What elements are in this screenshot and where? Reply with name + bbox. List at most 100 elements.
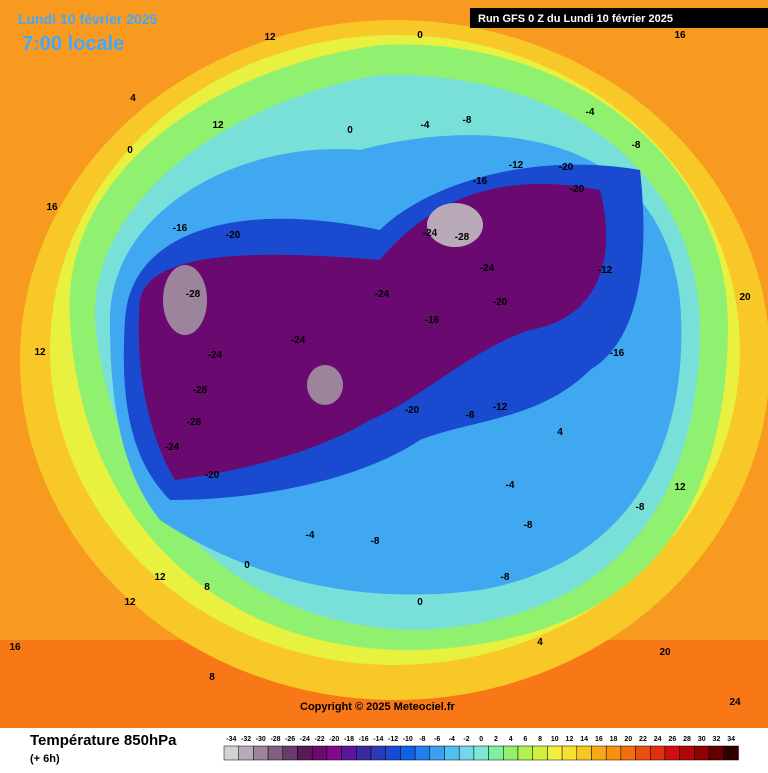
scale-label: -16: [359, 736, 369, 743]
scale-label: 24: [654, 736, 662, 743]
contour-label: 0: [244, 560, 250, 571]
contour-label: -20: [493, 297, 508, 308]
cold-core-2: [427, 203, 483, 247]
contour-label: -8: [371, 536, 380, 547]
scale-label: 14: [580, 736, 588, 743]
scale-swatch: [576, 745, 592, 761]
contour-label: -4: [506, 480, 515, 491]
scale-swatch: [664, 745, 680, 761]
scale-label: 20: [624, 736, 632, 743]
scale-swatch: [223, 745, 239, 761]
scale-swatch: [488, 745, 504, 761]
scale-label: 4: [509, 736, 513, 743]
scale-label: 2: [494, 736, 498, 743]
contour-label: -28: [186, 289, 201, 300]
scale-swatch: [591, 745, 607, 761]
legend-title: Température 850hPa: [30, 732, 177, 749]
cold-core-1: [163, 265, 207, 335]
scale-swatch: [473, 745, 489, 761]
scale-label: 16: [595, 736, 603, 743]
scale-label: 8: [538, 736, 542, 743]
scale-label: -14: [373, 736, 383, 743]
contour-label: -4: [586, 107, 595, 118]
contour-label: 16: [46, 202, 58, 213]
scale-label: -28: [270, 736, 280, 743]
scale-swatch: [620, 745, 636, 761]
scale-swatch: [370, 745, 386, 761]
scale-label: 26: [668, 736, 676, 743]
contour-label: -24: [165, 442, 180, 453]
scale-label: -8: [419, 736, 425, 743]
contour-label: -4: [306, 530, 315, 541]
scale-label: -4: [449, 736, 455, 743]
contour-label: -12: [509, 160, 524, 171]
contour-label: 24: [729, 697, 741, 708]
scale-label: -26: [285, 736, 295, 743]
contour-label: 4: [537, 637, 543, 648]
run-box: [470, 8, 768, 28]
contour-label: -20: [405, 405, 420, 416]
scale-label: 34: [727, 736, 735, 743]
contour-label: 4: [130, 93, 136, 104]
scale-swatch: [605, 745, 622, 761]
scale-swatch: [650, 745, 666, 761]
local-time: 7:00 locale: [22, 33, 124, 55]
scale-swatch: [517, 745, 533, 761]
scale-label: -20: [329, 736, 339, 743]
scale-swatch: [635, 745, 651, 761]
scale-label: -6: [434, 736, 440, 743]
scale-label: 28: [683, 736, 691, 743]
scale-swatch: [679, 745, 695, 761]
scale-label: -34: [226, 736, 236, 743]
scale-swatch: [341, 745, 357, 761]
contour-label: -24: [423, 228, 438, 239]
scale-swatch: [694, 745, 710, 761]
contour-label: 12: [264, 32, 276, 43]
scale-swatch: [385, 745, 401, 761]
scale-label: -30: [256, 736, 266, 743]
copyright: Copyright © 2025 Meteociel.fr: [300, 701, 456, 713]
contour-label: -8: [463, 115, 472, 126]
scale-swatch: [547, 745, 563, 761]
contour-label: 16: [9, 642, 21, 653]
scale-swatch: [400, 745, 416, 761]
contour-label: -24: [480, 263, 495, 274]
contour-label: -12: [493, 402, 508, 413]
scale-swatch: [311, 745, 328, 761]
contour-label: 12: [212, 120, 224, 131]
contour-label: -16: [173, 223, 188, 234]
scale-swatch: [458, 745, 475, 761]
zone-minus20: [138, 183, 607, 480]
contour-label: 20: [659, 647, 671, 658]
scale-swatch: [238, 745, 254, 761]
contour-label: -8: [636, 502, 645, 513]
contour-label: -24: [208, 350, 223, 361]
contour-label: 0: [347, 125, 353, 136]
cold-core-3: [307, 365, 343, 405]
scale-label: -2: [463, 736, 469, 743]
contour-label: 0: [417, 597, 423, 608]
contour-label: 20: [739, 292, 751, 303]
contour-label: 12: [34, 347, 46, 358]
contour-label: -20: [570, 184, 585, 195]
contour-label: -28: [455, 232, 470, 243]
contour-label: -20: [559, 162, 574, 173]
scale-swatch: [297, 745, 313, 761]
contour-label: -8: [501, 572, 510, 583]
scale-swatch: [253, 745, 269, 761]
scale-label: 32: [713, 736, 721, 743]
scale-swatch: [267, 745, 284, 761]
scale-label: -24: [300, 736, 310, 743]
contour-label: -8: [466, 410, 475, 421]
contour-label: -8: [524, 520, 533, 531]
contour-label: 8: [204, 582, 210, 593]
scale-label: 6: [523, 736, 527, 743]
scale-label: 30: [698, 736, 706, 743]
contour-label: -8: [632, 140, 641, 151]
scale-label: 12: [566, 736, 574, 743]
contour-label: 16: [674, 30, 686, 41]
date: Lundi 10 février 2025: [18, 11, 158, 27]
scale-label: -12: [388, 736, 398, 743]
